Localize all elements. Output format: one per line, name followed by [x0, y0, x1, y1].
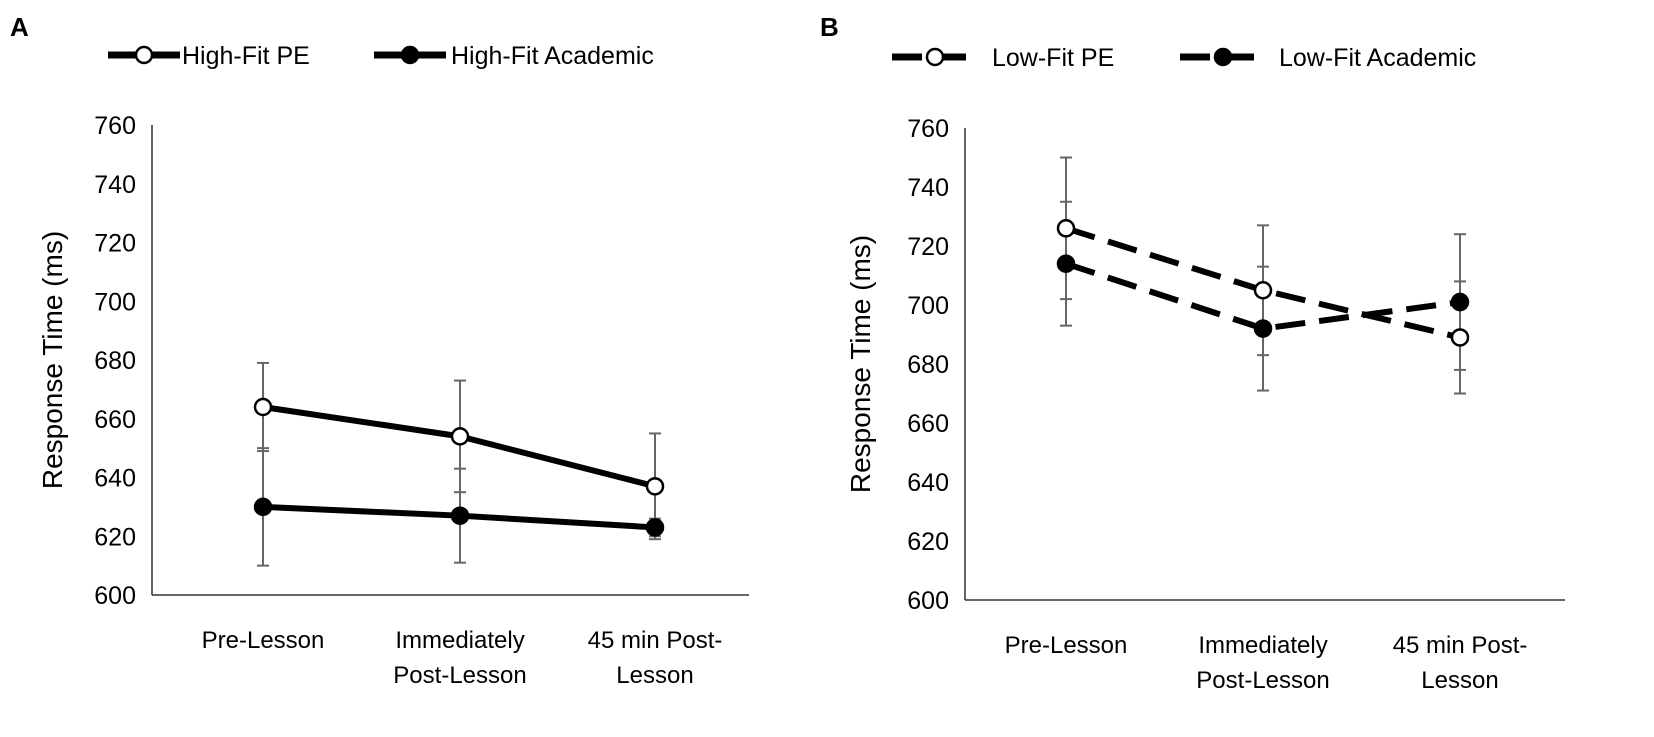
panel-a-category-label-3-line-1: 45 min Post- [588, 627, 723, 654]
panel-a-letter: A [10, 12, 29, 42]
panel-b-ytick-label-3: 640 [907, 469, 949, 497]
panel-b-legend-marker-2 [1213, 47, 1233, 67]
panel-b-series-2-point-1 [1056, 254, 1076, 273]
panel-b-series-1-line [1065, 225, 1461, 341]
panel-a-ytick-label-8: 740 [94, 171, 136, 199]
panel-b-ytick-label-9: 760 [907, 115, 949, 143]
panel-b-ytick-label-5: 680 [907, 351, 949, 379]
panel-b-ytick-label-8: 740 [907, 174, 949, 202]
panel-a-legend-marker-1 [134, 45, 154, 65]
panel-b-ytick-label-6: 700 [907, 292, 949, 320]
panel-a-y-axis-title: Response Time (ms) [37, 231, 68, 489]
panel-a-legend-label-2: High-Fit Academic [451, 42, 654, 70]
panel-b-series-1-point-3 [1450, 328, 1470, 347]
panel-a-legend-label-1: High-Fit PE [182, 42, 310, 70]
panel-b-y-axis-title: Response Time (ms) [845, 235, 876, 493]
panel-a-ytick-label-5: 680 [94, 347, 136, 375]
panel-a-ytick-label-9: 760 [94, 112, 136, 140]
panel-a-category-label-3-line-2: Lesson [616, 662, 693, 689]
panel-b-ytick-label-1: 600 [907, 587, 949, 615]
panel-b-category-label-3-line-1: 45 min Post- [1393, 632, 1528, 659]
panel-b-ytick-label-7: 720 [907, 233, 949, 261]
panel-b-series-2-point-2 [1253, 319, 1273, 338]
panel-a-ytick-label-3: 640 [94, 465, 136, 493]
panel-b-legend-label-2: Low-Fit Academic [1279, 44, 1476, 72]
panel-a-ytick-label-1: 600 [94, 582, 136, 610]
panel-a-category-label-1: Pre-Lesson [202, 627, 325, 654]
panel-b-legend-marker-1 [925, 47, 945, 67]
panel-b-ytick-label-2: 620 [907, 528, 949, 556]
panel-a-series-1-point-2 [450, 427, 470, 446]
panel-b-category-label-3-line-2: Lesson [1421, 667, 1498, 694]
panel-a-series-2-point-3 [645, 518, 665, 537]
panel-b-series-1-point-1 [1056, 219, 1076, 238]
panel-b-legend-label-1: Low-Fit PE [992, 44, 1114, 72]
panel-a-series-2-point-1 [253, 497, 273, 517]
panel-a-legend-marker-2 [400, 45, 420, 65]
panel-a-ytick-label-6: 700 [94, 288, 136, 316]
panel-a-chart: A High-Fit PE High-Fit Academic 600 620 640 66… [10, 12, 749, 689]
panel-b-category-label-2-line-1: Immediately [1198, 632, 1327, 659]
panel-a-category-label-2-line-1: Immediately [395, 627, 524, 654]
panel-b-ytick-label-4: 660 [907, 410, 949, 438]
panel-b-series-1-point-2 [1253, 281, 1273, 300]
panel-a-series-2-point-2 [450, 506, 470, 525]
panel-b-letter: B [820, 12, 839, 42]
panel-b-category-label-2-line-2: Post-Lesson [1196, 667, 1329, 694]
panel-a-ytick-label-4: 660 [94, 406, 136, 434]
panel-b-chart: B Low-Fit PE Low-Fit Academic 600 620 640 660 6… [820, 12, 1565, 694]
panel-b-series-2-point-3 [1450, 292, 1470, 312]
panel-a-series-1-point-3 [645, 477, 665, 496]
panel-a-ytick-label-2: 620 [94, 523, 136, 551]
panel-a-ytick-label-7: 720 [94, 230, 136, 258]
panel-b-series-2-line [1065, 260, 1461, 332]
panel-a-series-1-point-1 [253, 397, 273, 417]
panel-b-category-label-1: Pre-Lesson [1005, 632, 1128, 659]
panel-a-category-label-2-line-2: Post-Lesson [393, 662, 526, 689]
